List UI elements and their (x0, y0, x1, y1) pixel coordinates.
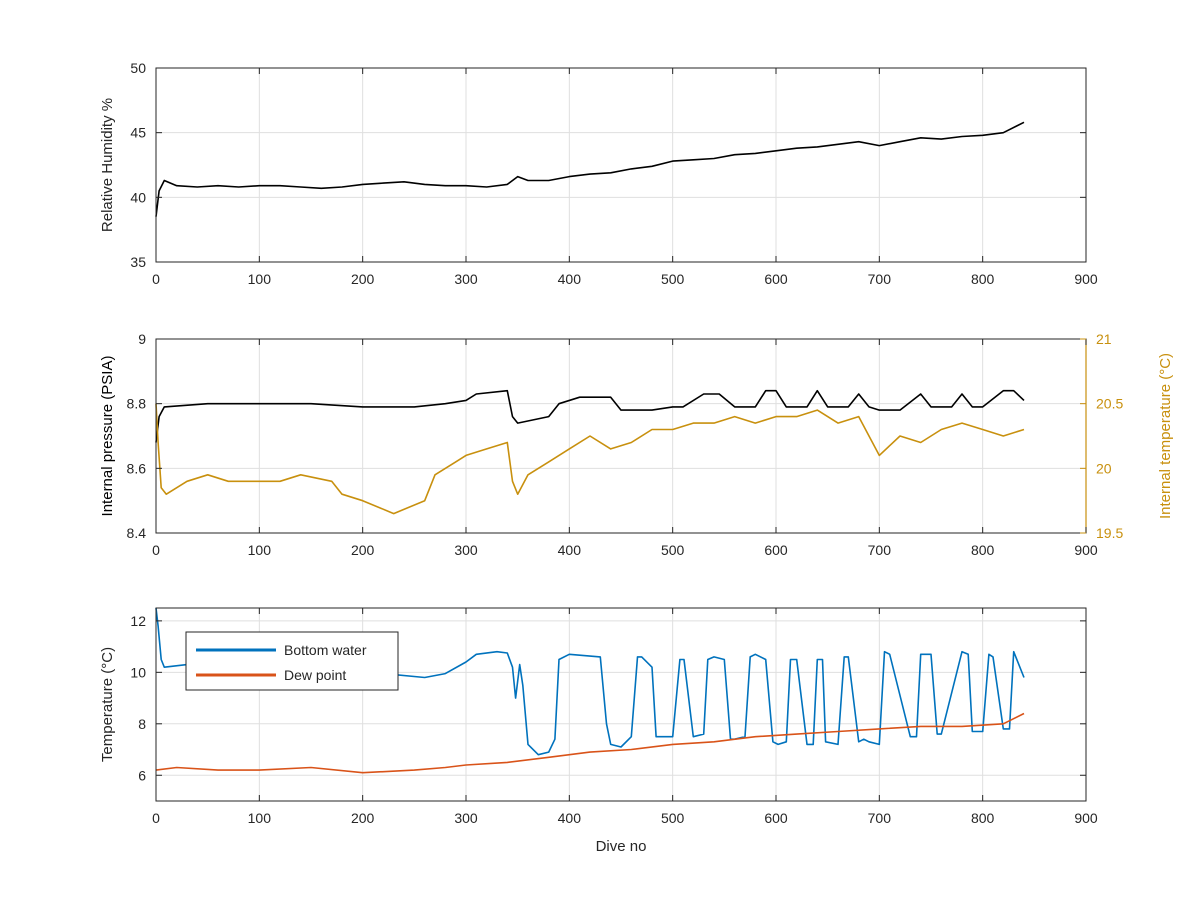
y-tick-label: 35 (130, 254, 146, 270)
x-tick-label: 500 (661, 810, 685, 826)
x-tick-label: 200 (351, 542, 375, 558)
right-y-tick-label: 21 (1096, 331, 1112, 347)
pressure-temperature-panel: 0 100 200 300 400 500 600 700 800 900 8.4 8.6 8.8 9 19… (99, 331, 1174, 558)
x-tick-label: 300 (454, 810, 478, 826)
x-tick-label: 700 (868, 271, 892, 287)
right-y-tick-label: 20.5 (1096, 396, 1123, 412)
right-y-tick-label: 19.5 (1096, 525, 1123, 541)
right-y-axis-label: Internal temperature (°C) (1157, 353, 1174, 519)
x-tick-label: 0 (152, 271, 160, 287)
y-tick-label: 8 (138, 716, 146, 732)
x-tick-label: 400 (558, 271, 582, 287)
y-tick-label: 50 (130, 60, 146, 76)
axes-background (156, 339, 1086, 533)
x-tick-label: 0 (152, 810, 160, 826)
y-tick-label: 40 (130, 189, 146, 205)
x-tick-label: 200 (351, 271, 375, 287)
axes-frame (155, 67, 1087, 263)
x-axis-label: Dive no (596, 838, 647, 855)
x-tick-label: 300 (454, 542, 478, 558)
y-tick-label: 8.4 (127, 525, 147, 541)
humidity-panel: 0 100 200 300 400 500 600 700 800 900 35 40 45 50 Rela… (99, 60, 1098, 287)
legend-label-bottom-water: Bottom water (284, 642, 367, 658)
x-tick-label: 900 (1074, 271, 1098, 287)
x-tick-label: 800 (971, 810, 995, 826)
right-y-tick-label: 20 (1096, 460, 1112, 476)
series-line-relative-humidity (155, 121, 1025, 217)
series-line-dew-point (155, 712, 1025, 774)
legend: Bottom water Dew point (185, 631, 399, 691)
legend-box (185, 631, 399, 691)
y-axis-label: Relative Humidity % (99, 98, 116, 232)
x-tick-label: 900 (1074, 810, 1098, 826)
x-tick-label: 100 (248, 271, 272, 287)
legend-label-dew-point: Dew point (284, 667, 346, 683)
y-tick-label: 9 (138, 331, 146, 347)
x-tick-label: 800 (971, 542, 995, 558)
x-tick-label: 400 (558, 542, 582, 558)
temperature-dewpoint-panel: 0 100 200 300 400 500 600 700 800 900 6 8 10 12 Temper… (99, 607, 1098, 855)
x-tick-label: 900 (1074, 542, 1098, 558)
x-tick-label: 500 (661, 271, 685, 287)
series-line-internal-pressure (155, 389, 1025, 443)
x-tick-label: 0 (152, 542, 160, 558)
y-tick-label: 10 (130, 664, 146, 680)
x-tick-label: 800 (971, 271, 995, 287)
x-tick-label: 100 (248, 542, 272, 558)
x-tick-label: 200 (351, 810, 375, 826)
x-tick-label: 600 (764, 810, 788, 826)
x-tick-label: 600 (764, 542, 788, 558)
y-axis-label: Temperature (°C) (99, 647, 116, 762)
x-tick-label: 700 (868, 542, 892, 558)
series-line-bottom-water (155, 607, 1025, 756)
axes-frame (155, 607, 1087, 802)
y-tick-label: 8.6 (127, 460, 147, 476)
x-tick-label: 700 (868, 810, 892, 826)
y-tick-label: 8.8 (127, 396, 147, 412)
x-tick-label: 300 (454, 271, 478, 287)
y-tick-label: 12 (130, 613, 146, 629)
y-axis-label: Internal pressure (PSIA) (99, 356, 116, 517)
axes-background (156, 68, 1086, 262)
series-line-internal-temperature (155, 403, 1025, 515)
y-tick-label: 6 (138, 767, 146, 783)
x-tick-label: 500 (661, 542, 685, 558)
x-tick-label: 600 (764, 271, 788, 287)
y-tick-label: 45 (130, 125, 146, 141)
x-tick-label: 100 (248, 810, 272, 826)
x-tick-label: 400 (558, 810, 582, 826)
